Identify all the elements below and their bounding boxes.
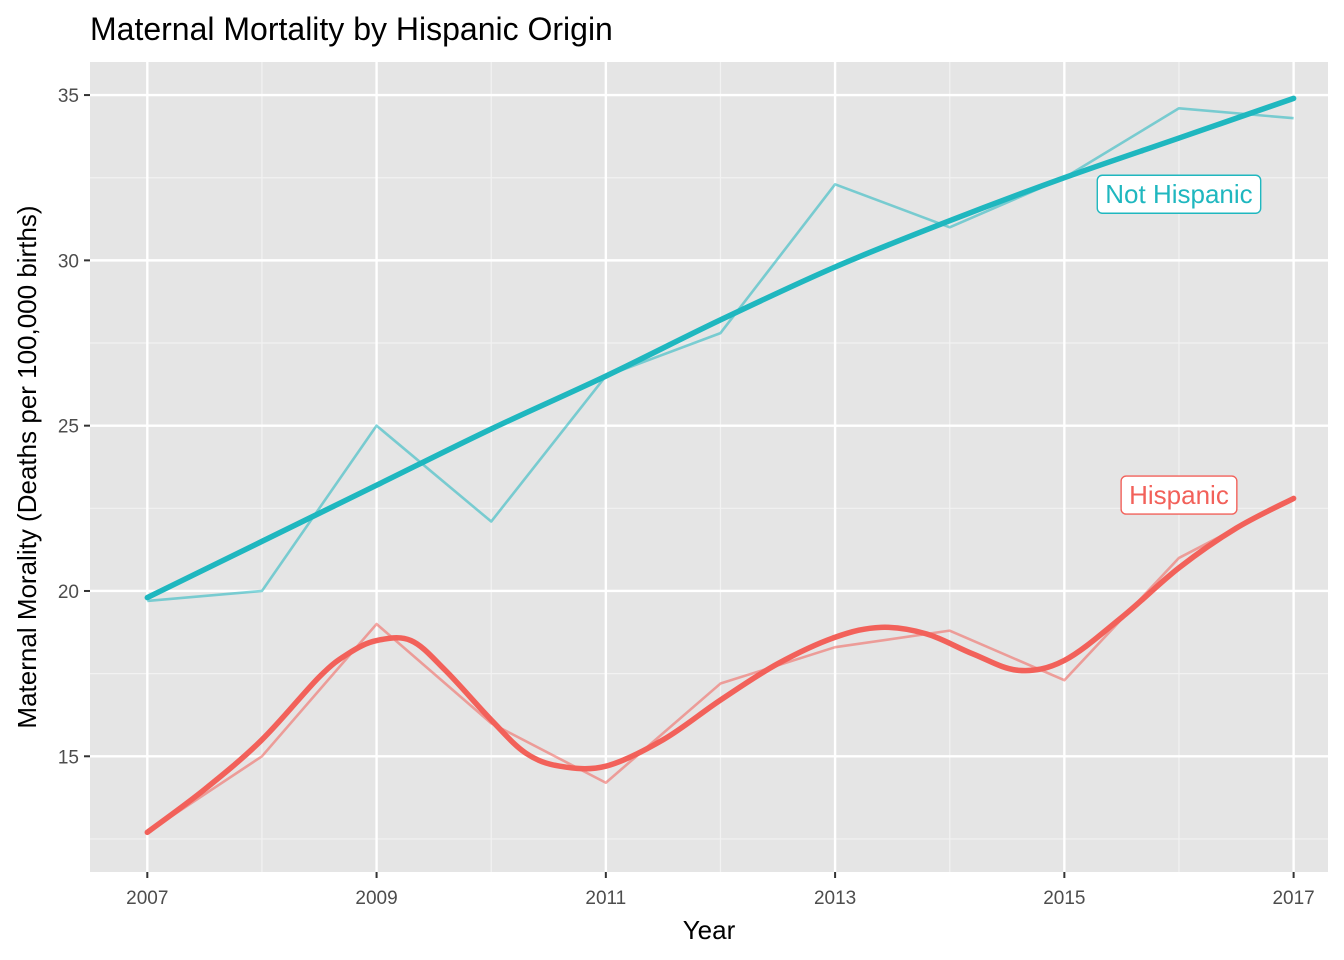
- series-label-text: Hispanic: [1129, 480, 1229, 510]
- series-label-not-hispanic: Not Hispanic: [1096, 174, 1262, 214]
- x-tick-label: 2017: [1272, 888, 1314, 909]
- chart-title: Maternal Mortality by Hispanic Origin: [90, 11, 613, 47]
- y-axis-title: Maternal Morality (Deaths per 100,000 bi…: [12, 205, 42, 728]
- raw-series-lines: [146, 106, 1295, 834]
- x-tick-label: 2013: [814, 888, 856, 909]
- trend-line-not-hispanic: [144, 95, 1297, 601]
- series-labels: Not Hispanic Hispanic: [1096, 174, 1262, 515]
- series-label-box: [1120, 475, 1238, 515]
- trend-series-lines: [144, 95, 1297, 836]
- series-label-text: Not Hispanic: [1105, 179, 1252, 209]
- x-tick-label: 2007: [126, 888, 168, 909]
- x-axis: 2007 2009 2011 2013 2015 2017: [126, 872, 1315, 909]
- y-tick-label: 25: [58, 417, 79, 438]
- y-tick-label: 20: [58, 582, 79, 603]
- major-gridlines: [90, 62, 1328, 872]
- x-tick-label: 2009: [355, 888, 397, 909]
- y-tick-label: 35: [58, 86, 79, 107]
- y-tick-label: 15: [58, 747, 79, 768]
- series-line-hispanic: [146, 497, 1295, 834]
- x-axis-title: Year: [683, 915, 736, 945]
- y-axis: 15 20 25 30 35: [58, 86, 90, 768]
- series-line-not-hispanic: [147, 106, 1294, 603]
- y-tick-label: 30: [58, 251, 79, 272]
- x-tick-label: 2011: [585, 888, 626, 909]
- x-tick-label: 2015: [1043, 888, 1085, 909]
- series-label-hispanic: Hispanic: [1120, 475, 1238, 515]
- trend-line-hispanic: [144, 495, 1297, 836]
- series-label-box: [1096, 174, 1262, 214]
